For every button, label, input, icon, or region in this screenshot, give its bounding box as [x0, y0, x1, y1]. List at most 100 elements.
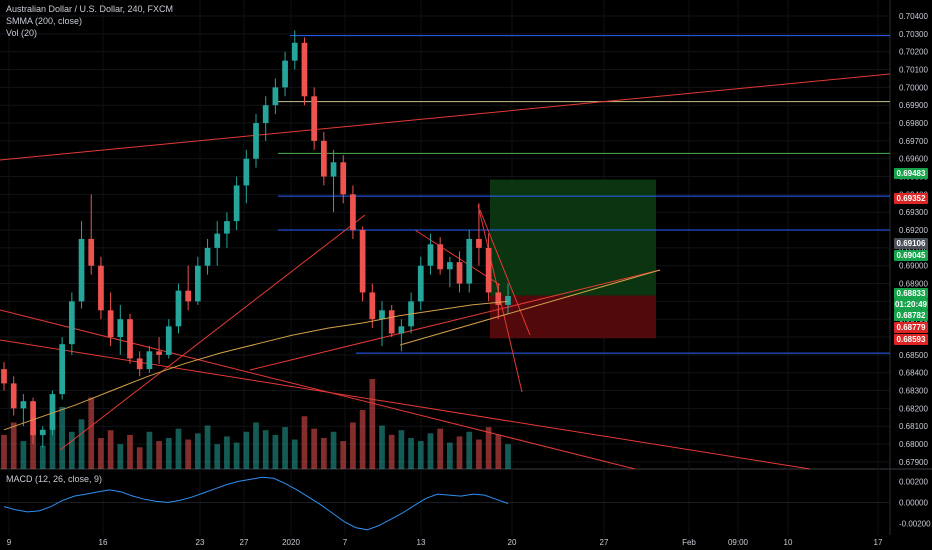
price-badge: 0.68833 [894, 288, 928, 299]
candle [233, 176, 240, 231]
horizontal-levels [278, 35, 890, 354]
x-tick-label: 13 [417, 538, 426, 547]
x-tick-label: 2020 [282, 538, 300, 547]
price-badge: 0.69483 [894, 168, 928, 179]
candle [398, 319, 405, 352]
volume-bar [379, 425, 385, 469]
y-tick-label: 0.69800 [899, 119, 928, 128]
volume-bar [146, 431, 153, 469]
volume-bar [282, 427, 288, 469]
candle-body [117, 319, 124, 338]
volume-bar [301, 416, 308, 469]
candle-body [1, 369, 7, 384]
candle [214, 221, 221, 266]
trend-line [0, 339, 811, 470]
volume-bar [165, 437, 172, 469]
candle [446, 256, 453, 288]
volume-bar [136, 447, 143, 469]
candle-body [136, 358, 143, 370]
candle-body [398, 326, 405, 334]
x-tick-label: 20 [508, 538, 517, 547]
candle-body [476, 238, 482, 248]
volume-bar [185, 439, 192, 469]
candle-body [301, 42, 308, 97]
candle [456, 251, 463, 293]
volume-bar [88, 397, 95, 469]
candle [204, 238, 211, 275]
price-badge: 0.68779 [894, 322, 928, 333]
candle-body [340, 162, 347, 195]
volume-bar [417, 441, 424, 469]
trend-line [59, 214, 366, 451]
volume-bar [398, 430, 405, 469]
channel-line [399, 269, 661, 346]
candle-body [330, 162, 337, 177]
candle-body [233, 185, 240, 222]
candle [427, 233, 434, 275]
y-tick-label: 0.69000 [899, 262, 928, 271]
price-badge: 0.68593 [894, 334, 928, 345]
volume-bar [233, 442, 240, 469]
price-axis[interactable]: 0.70400 0.70300 0.70200 0.70100 0.70000 0.699… [899, 12, 931, 528]
volume-bar [10, 422, 17, 469]
candle-body [78, 238, 85, 302]
candle-body [427, 244, 434, 266]
candle-body [253, 123, 259, 159]
x-tick-label: Feb [682, 538, 696, 547]
candle-body [466, 238, 473, 284]
y-tick-label: 0.68300 [899, 387, 928, 396]
smma-series [3, 300, 509, 431]
x-tick-label: 27 [600, 538, 609, 547]
candle-body [243, 158, 250, 186]
volume-bar [427, 433, 434, 469]
volume-bar [408, 437, 414, 469]
symbol-title: Australian Dollar / U.S. Dollar, 240, FX… [6, 4, 174, 14]
candle-body [88, 238, 95, 266]
candle [359, 226, 366, 302]
y-tick-label: 0.70400 [899, 12, 928, 21]
candle-body [485, 247, 492, 293]
candle [156, 337, 162, 364]
volume-bar [194, 433, 201, 469]
volume-bar [156, 441, 162, 469]
y-tick-label: 0.68100 [899, 422, 928, 431]
volume-bar [437, 428, 444, 469]
y-tick-label: 0.70200 [899, 48, 928, 57]
volume-bar [243, 431, 250, 469]
x-tick-label: 09:00 [728, 538, 749, 547]
volume-bar [214, 444, 221, 469]
indicator-smma-label[interactable]: SMMA (200, close) [6, 16, 83, 26]
x-tick-label: 16 [99, 538, 108, 547]
candle [127, 313, 133, 364]
candle-body [194, 265, 201, 302]
candle-body [417, 265, 424, 302]
candle [437, 237, 444, 275]
volume-bar [59, 406, 66, 469]
candle-body [505, 296, 511, 305]
candle [107, 292, 114, 346]
trend-line [0, 309, 636, 470]
candle [485, 233, 492, 302]
volume-bar [272, 434, 279, 469]
candle-body [359, 230, 366, 293]
volume-bar [350, 422, 356, 469]
candle-body [146, 351, 153, 370]
target-zone [490, 179, 656, 296]
volume-bar [330, 431, 337, 469]
indicator-macd-label[interactable]: MACD (12, 26, close, 9) [6, 474, 103, 484]
candle [291, 30, 298, 70]
volume-bar [311, 428, 318, 469]
macd-series [3, 476, 509, 531]
macd-tick-label: 0.00000 [899, 498, 928, 507]
smma-line [3, 300, 509, 431]
candle-body [98, 265, 104, 311]
candle-body [49, 394, 56, 430]
candle-body [320, 140, 327, 177]
candles [1, 30, 511, 448]
time-axis[interactable]: 9 16 23 27 2020 7 13 20 27 Feb 09:00 10 17 [7, 538, 883, 547]
candle-body [388, 310, 395, 334]
indicator-volume-label[interactable]: Vol (20) [6, 28, 38, 38]
candle [466, 230, 473, 293]
